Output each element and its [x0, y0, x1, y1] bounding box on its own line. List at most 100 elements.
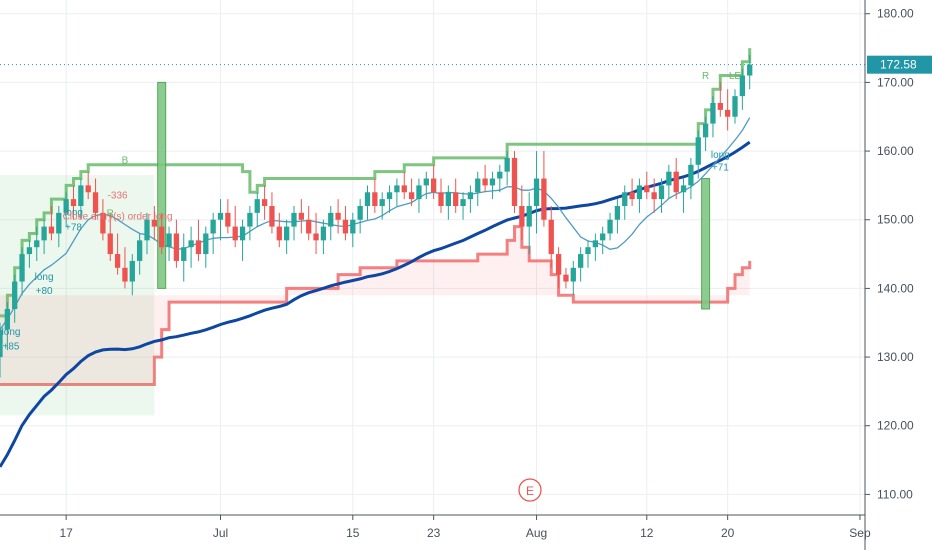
candle: [291, 206, 297, 241]
candle-body: [12, 281, 18, 309]
candle-body: [489, 178, 496, 186]
candle: [0, 322, 3, 378]
price-tick-label: 170.00: [877, 75, 914, 89]
candle: [100, 199, 106, 241]
candle: [328, 206, 334, 241]
candle: [394, 178, 400, 206]
candle: [489, 171, 496, 200]
candle: [232, 206, 238, 248]
candle-body: [732, 96, 738, 117]
candle-body: [379, 199, 385, 206]
candle: [475, 171, 481, 206]
candle-body: [504, 157, 510, 172]
candle-body: [408, 192, 415, 200]
annotation-label: long: [35, 272, 54, 283]
candle-body: [56, 212, 62, 234]
candle: [408, 178, 415, 206]
earnings-event-marker[interactable]: E: [518, 478, 542, 502]
candle-body: [114, 254, 121, 268]
candle: [600, 226, 606, 255]
candle: [386, 185, 393, 213]
candle: [431, 164, 437, 200]
candle: [195, 219, 202, 261]
time-tick-label: 20: [721, 526, 735, 540]
candle: [210, 212, 216, 255]
candle-body: [335, 212, 341, 220]
signal-letter: R: [107, 208, 114, 219]
candle-body: [34, 240, 40, 248]
candle: [460, 192, 466, 220]
envelope-bands: [0, 48, 752, 416]
candle: [533, 151, 540, 234]
candle: [26, 240, 33, 268]
candle: [423, 171, 429, 200]
price-tick-label: 120.00: [877, 419, 914, 433]
candle-body: [725, 109, 731, 117]
candle-body: [467, 192, 474, 200]
upper-band-line: [0, 48, 752, 318]
candle-body: [276, 226, 282, 241]
candle-body: [188, 240, 194, 248]
candle: [225, 199, 231, 234]
time-axis[interactable]: 17 Jul 15 23 Aug 12 20 Sep: [0, 514, 871, 540]
candlestick-series: [0, 54, 753, 378]
candle-body: [401, 185, 407, 193]
buy-zone-shade: [0, 175, 155, 416]
annotation-label: long: [64, 208, 83, 219]
candle: [644, 171, 650, 200]
candle: [298, 199, 304, 234]
candle-body: [298, 212, 304, 220]
price-axis[interactable]: 110.00 120.00 130.00 140.00 150.00 160.00 170.…: [864, 0, 914, 550]
candle-body: [48, 226, 55, 234]
candle: [144, 212, 150, 255]
annotation-label: +78: [65, 223, 82, 234]
candle: [188, 226, 194, 268]
candle: [739, 68, 745, 110]
candle: [313, 212, 319, 255]
signal-letter: B: [122, 155, 129, 166]
current-price-badge: 172.58: [867, 55, 932, 74]
candle: [688, 157, 694, 200]
candle-body: [195, 240, 202, 255]
candle-body: [423, 178, 429, 186]
candle: [78, 178, 84, 220]
candle-body: [695, 137, 701, 165]
candle-body: [313, 233, 319, 241]
candle: [666, 164, 672, 200]
candle-body: [702, 123, 709, 138]
candle-body: [548, 219, 554, 255]
candle: [48, 206, 55, 241]
candle-body: [416, 185, 422, 200]
candle-body: [541, 178, 547, 220]
candle: [122, 247, 128, 289]
candle-body: [63, 199, 69, 213]
candle-body: [394, 185, 400, 193]
candle: [85, 171, 91, 200]
candle-body: [739, 75, 745, 97]
candle-body: [570, 267, 576, 282]
candle: [56, 206, 62, 248]
candle: [129, 254, 135, 296]
candle: [166, 226, 172, 261]
candle-body: [284, 226, 290, 241]
candle-body: [563, 274, 569, 282]
candle-body: [100, 212, 106, 234]
signal-bar: [157, 81, 167, 289]
candle-body: [254, 199, 260, 213]
candle: [261, 185, 268, 220]
candle: [747, 54, 753, 90]
candle: [578, 247, 584, 282]
annotation-label: long: [2, 327, 21, 338]
candle: [702, 116, 709, 152]
candle-body: [225, 212, 231, 227]
candle: [151, 206, 157, 241]
candle: [401, 171, 407, 200]
current-price-value: 172.58: [880, 58, 917, 72]
candle: [239, 219, 246, 261]
candle-body: [144, 219, 150, 241]
candle: [159, 212, 165, 255]
time-tick-label: Aug: [526, 526, 547, 540]
candle: [320, 219, 327, 255]
price-tick-label: 140.00: [877, 281, 914, 295]
